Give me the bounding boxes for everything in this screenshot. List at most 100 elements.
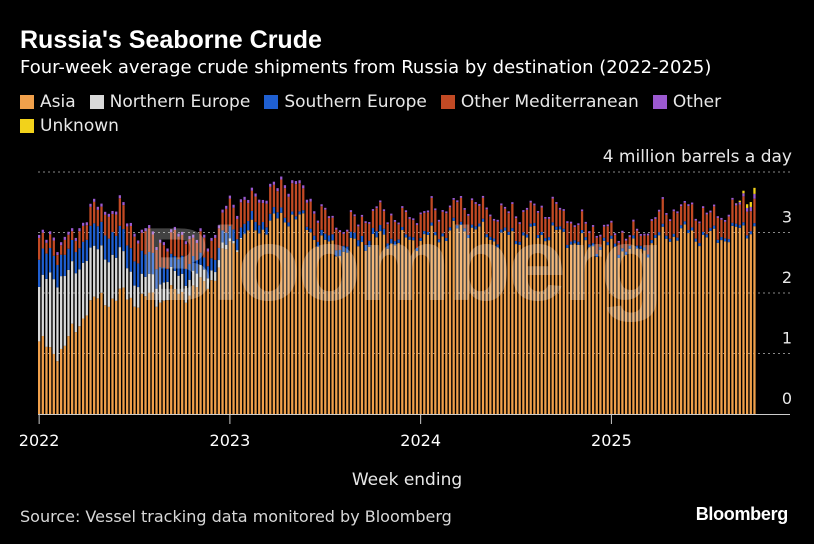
bar-segment [302, 213, 305, 414]
bar-segment [214, 259, 217, 273]
bar-segment [63, 276, 66, 346]
bar-segment [118, 288, 121, 414]
bar-segment [56, 287, 59, 362]
bar-segment [82, 241, 85, 263]
bar-segment [283, 217, 287, 223]
bars [38, 176, 756, 414]
bar-segment [632, 219, 635, 222]
bar-segment [591, 225, 595, 227]
bar-segment [551, 222, 554, 226]
bar-segment [324, 233, 327, 240]
bar-segment [276, 212, 279, 219]
bar-segment [503, 227, 507, 231]
bar-segment [613, 243, 617, 247]
bar-segment [309, 232, 312, 414]
bar-segment [525, 234, 529, 238]
bar-segment [298, 211, 301, 215]
bar-segment [467, 213, 470, 216]
bar-segment [452, 199, 455, 218]
bar-segment [676, 237, 679, 241]
legend-label: Northern Europe [109, 92, 251, 112]
bar-segment [269, 183, 272, 187]
bar-segment [654, 218, 657, 235]
bar-segment [423, 211, 426, 213]
bar-segment [727, 214, 730, 217]
bar-segment [621, 230, 624, 233]
bar-segment [280, 179, 283, 208]
bar-segment [247, 199, 250, 203]
bar-segment [551, 198, 554, 223]
bar-segment [745, 211, 749, 236]
bar-segment [745, 235, 749, 239]
bar-segment [665, 238, 668, 414]
bar-segment [111, 210, 114, 214]
bar-segment [448, 227, 452, 231]
bar-segment [228, 238, 232, 242]
bar-segment [606, 245, 609, 414]
bar-segment [720, 240, 723, 414]
bar-segment [100, 206, 103, 222]
bar-segment [305, 199, 309, 203]
bar-segment [287, 193, 290, 197]
bar-segment [525, 237, 529, 414]
legend-label: Asia [40, 92, 76, 112]
bar-segment [302, 210, 305, 214]
legend-item: Asia [20, 92, 76, 112]
bar-segment [500, 205, 503, 230]
bar-segment [327, 217, 331, 236]
bar-segment [646, 233, 650, 236]
bar-segment [115, 211, 118, 215]
bar-segment [503, 230, 507, 414]
bar-segment [412, 220, 415, 238]
bar-segment [522, 210, 525, 212]
bar-segment [595, 257, 598, 414]
bar-segment [254, 221, 257, 231]
bar-segment [335, 256, 338, 414]
bar-segment [617, 257, 620, 414]
bar-segment [518, 222, 521, 224]
x-tick-label: 2024 [400, 431, 441, 450]
bar-segment [217, 225, 221, 229]
bar-segment [298, 183, 301, 212]
bar-segment [580, 233, 584, 414]
bar-segment [720, 237, 723, 241]
bar-segment [628, 245, 631, 249]
bar-segment [698, 246, 701, 414]
bar-segment [500, 232, 503, 414]
bar-segment [265, 234, 268, 414]
bar-segment [210, 240, 213, 259]
bar-segment [514, 218, 518, 242]
x-tick-label: 2025 [591, 431, 632, 450]
bar-segment [511, 202, 514, 204]
bar-segment [749, 202, 752, 207]
bar-segment [85, 261, 88, 316]
bar-segment [206, 278, 210, 289]
bar-segment [67, 336, 70, 414]
bar-segment [254, 230, 257, 414]
y-unit-label: 4 million barrels a day [603, 147, 792, 167]
legend: Asia Northern Europe Southern Europe Other … [20, 92, 780, 136]
bar-segment [382, 234, 386, 414]
bar-segment [580, 209, 584, 212]
bar-segment [236, 218, 239, 240]
bar-segment [166, 248, 169, 252]
bar-segment [591, 243, 595, 247]
bar-segment [723, 238, 727, 242]
bar-segment [305, 226, 309, 230]
bar-segment [210, 258, 213, 271]
bar-segment [536, 212, 540, 236]
bar-segment [588, 247, 591, 414]
bar-segment [522, 235, 525, 414]
bar-segment [430, 225, 433, 414]
bar-segment [551, 225, 554, 414]
bar-segment [415, 251, 419, 414]
bar-segment [335, 227, 338, 230]
bar-segment [129, 222, 132, 226]
bar-segment [199, 231, 202, 253]
bar-segment [382, 209, 386, 212]
bar-segment [320, 229, 323, 236]
bar-segment [452, 198, 455, 200]
bar-segment [118, 195, 121, 199]
bar-segment [624, 238, 628, 241]
bar-segment [731, 197, 734, 200]
